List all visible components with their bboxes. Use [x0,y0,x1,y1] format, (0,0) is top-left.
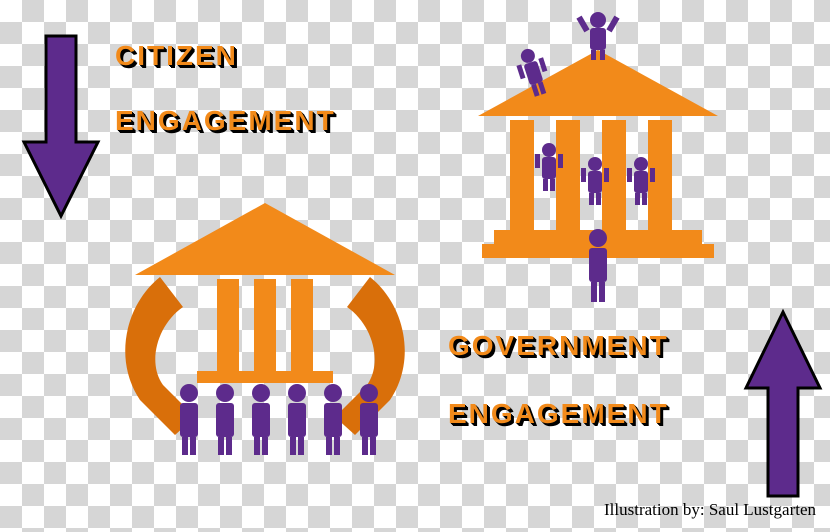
government-title-line1: GOVERNMENT [448,330,669,362]
arrow-down-icon [18,32,104,222]
government-title-line2: ENGAGEMENT [448,398,669,430]
citizen-building-icon [105,195,425,470]
government-building-icon [448,6,748,306]
citizen-title-line2: ENGAGEMENT [115,105,336,137]
citizen-title-line1: CITIZEN [115,40,238,72]
arrow-up-icon [742,306,824,502]
infographic-stage: CITIZEN ENGAGEMENT [0,0,830,532]
illustration-credit: Illustration by: Saul Lustgarten [604,500,816,520]
